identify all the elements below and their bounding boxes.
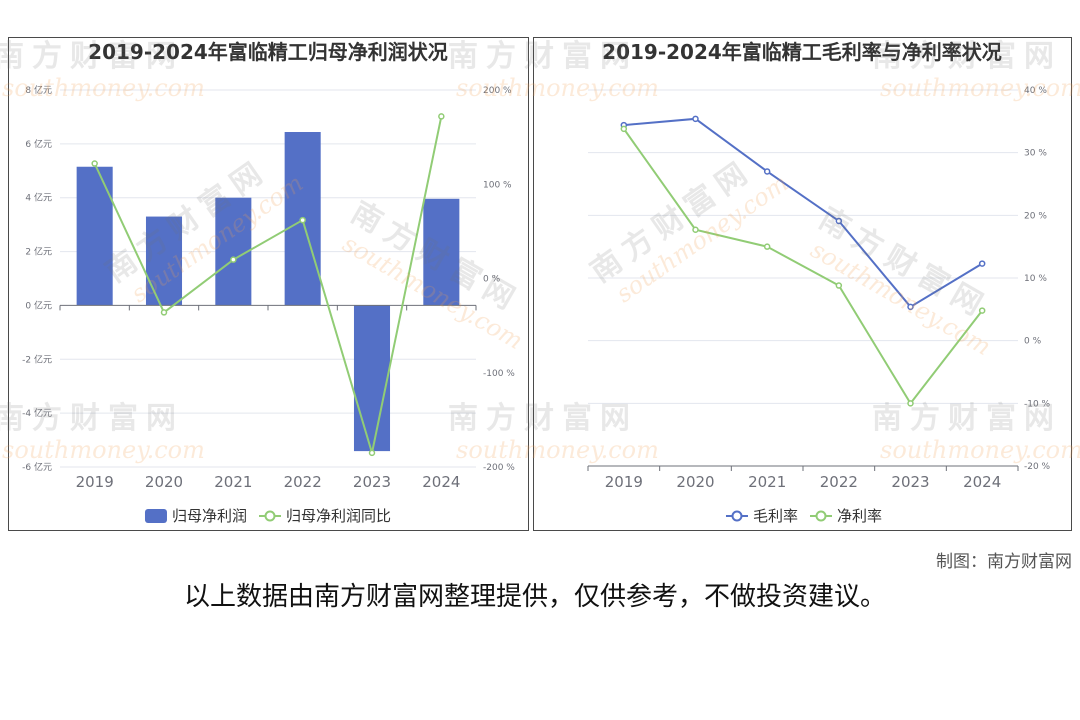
legend-label: 毛利率 xyxy=(753,507,798,525)
net-margin-point xyxy=(763,243,771,250)
y-tick-label: -20 % xyxy=(1024,462,1051,472)
y-right-tick-label: -200 % xyxy=(483,463,515,473)
y-tick-label: 20 % xyxy=(1024,211,1047,221)
y-left-tick-label: 0 亿元 xyxy=(25,299,52,311)
bar xyxy=(76,166,113,306)
y-left-tick-label: 8 亿元 xyxy=(25,84,52,96)
net-margin-line xyxy=(623,128,983,406)
x-tick-label: 2021 xyxy=(214,473,252,491)
legend-item: 净利率 xyxy=(810,507,882,525)
y-left-tick-label: -6 亿元 xyxy=(22,461,52,473)
net-margin-point xyxy=(978,307,986,314)
net-profit-chart: 8 亿元 6 亿元 4 亿元 2 亿元 0 亿元 -2 亿元 -4 亿元 -6 亿元 200 %… xyxy=(8,37,529,531)
yoy-point xyxy=(230,256,237,263)
legend-marker xyxy=(815,510,827,522)
x-tick-label: 2023 xyxy=(353,473,391,491)
y-tick-label: 0 % xyxy=(1024,337,1042,347)
x-tick-label: 2020 xyxy=(676,473,714,491)
net-margin-point xyxy=(835,282,843,289)
x-tick-label: 2023 xyxy=(891,473,929,491)
bar xyxy=(353,305,391,452)
y-right-tick-label: 100 % xyxy=(483,180,512,190)
yoy-point xyxy=(299,216,306,224)
net-margin-point xyxy=(692,226,699,233)
x-tick-label: 2022 xyxy=(284,473,322,491)
chart-title: 2019-2024年富临精工毛利率与净利率状况 xyxy=(602,40,1002,64)
chart-credit: 制图：南方财富网 xyxy=(936,552,1072,572)
gross-margin-line xyxy=(623,117,983,309)
legend-marker xyxy=(264,510,276,522)
legend-label: 归母净利润同比 xyxy=(286,507,391,525)
yoy-point xyxy=(438,113,445,120)
legend-label: 净利率 xyxy=(837,507,882,525)
legend-item: 归母净利润 xyxy=(144,507,247,525)
gross-margin-point xyxy=(835,217,843,225)
legend-item: 归母净利润同比 xyxy=(259,507,391,525)
y-right-tick-label: 0 % xyxy=(483,275,501,285)
y-tick-label: 10 % xyxy=(1024,274,1047,284)
margin-chart: 40 % 30 % 20 % 10 % 0 % -10 % -20 % 2019 2020 202… xyxy=(533,37,1072,531)
gross-margin-point xyxy=(763,168,771,175)
gross-margin-point xyxy=(907,303,914,311)
x-tick-label: 2019 xyxy=(605,473,643,491)
y-left-tick-label: 2 亿元 xyxy=(25,246,52,258)
plot-area: 8 亿元 6 亿元 4 亿元 2 亿元 0 亿元 -2 亿元 -4 亿元 -6 亿元 200 %… xyxy=(22,84,515,525)
x-tick-label: 2024 xyxy=(422,473,460,491)
net-margin-point xyxy=(620,125,628,133)
gross-margin-point xyxy=(978,260,986,267)
bar xyxy=(423,198,460,306)
disclaimer-text: 以上数据由南方财富网整理提供，仅供参考，不做投资建议。 xyxy=(183,582,886,612)
y-tick-label: 40 % xyxy=(1024,86,1047,96)
y-left-tick-label: -2 亿元 xyxy=(22,353,52,365)
yoy-point xyxy=(91,160,98,167)
y-right-tick-label: -100 % xyxy=(483,369,515,379)
yoy-line xyxy=(93,116,443,454)
chart-title: 2019-2024年富临精工归母净利润状况 xyxy=(88,40,448,64)
y-left-tick-label: -4 亿元 xyxy=(22,407,52,419)
yoy-point xyxy=(160,309,168,316)
legend-marker xyxy=(731,510,743,522)
legend-item: 毛利率 xyxy=(725,507,798,525)
net-margin-point xyxy=(907,400,914,407)
legend: 归母净利润 归母净利润同比 xyxy=(144,507,391,525)
y-tick-label: -10 % xyxy=(1024,399,1051,409)
gross-margin-point xyxy=(692,115,699,123)
legend-swatch xyxy=(144,509,167,523)
y-tick-label: 30 % xyxy=(1024,149,1047,159)
yoy-point xyxy=(368,449,376,457)
plot-area: 40 % 30 % 20 % 10 % 0 % -10 % -20 % 2019 2020 202… xyxy=(587,86,1051,525)
y-left-tick-label: 4 亿元 xyxy=(25,192,52,204)
y-left-tick-label: 6 亿元 xyxy=(25,138,52,150)
x-tick-label: 2022 xyxy=(820,473,858,491)
x-tick-label: 2020 xyxy=(145,473,183,491)
x-tick-label: 2019 xyxy=(76,473,114,491)
x-tick-label: 2024 xyxy=(963,473,1001,491)
legend-label: 归母净利润 xyxy=(172,507,247,525)
bar xyxy=(145,216,183,306)
chart-frame xyxy=(533,37,1072,531)
y-right-tick-label: 200 % xyxy=(483,86,512,96)
x-tick-label: 2021 xyxy=(748,473,786,491)
legend: 毛利率 净利率 xyxy=(725,507,882,525)
bar xyxy=(215,197,252,306)
